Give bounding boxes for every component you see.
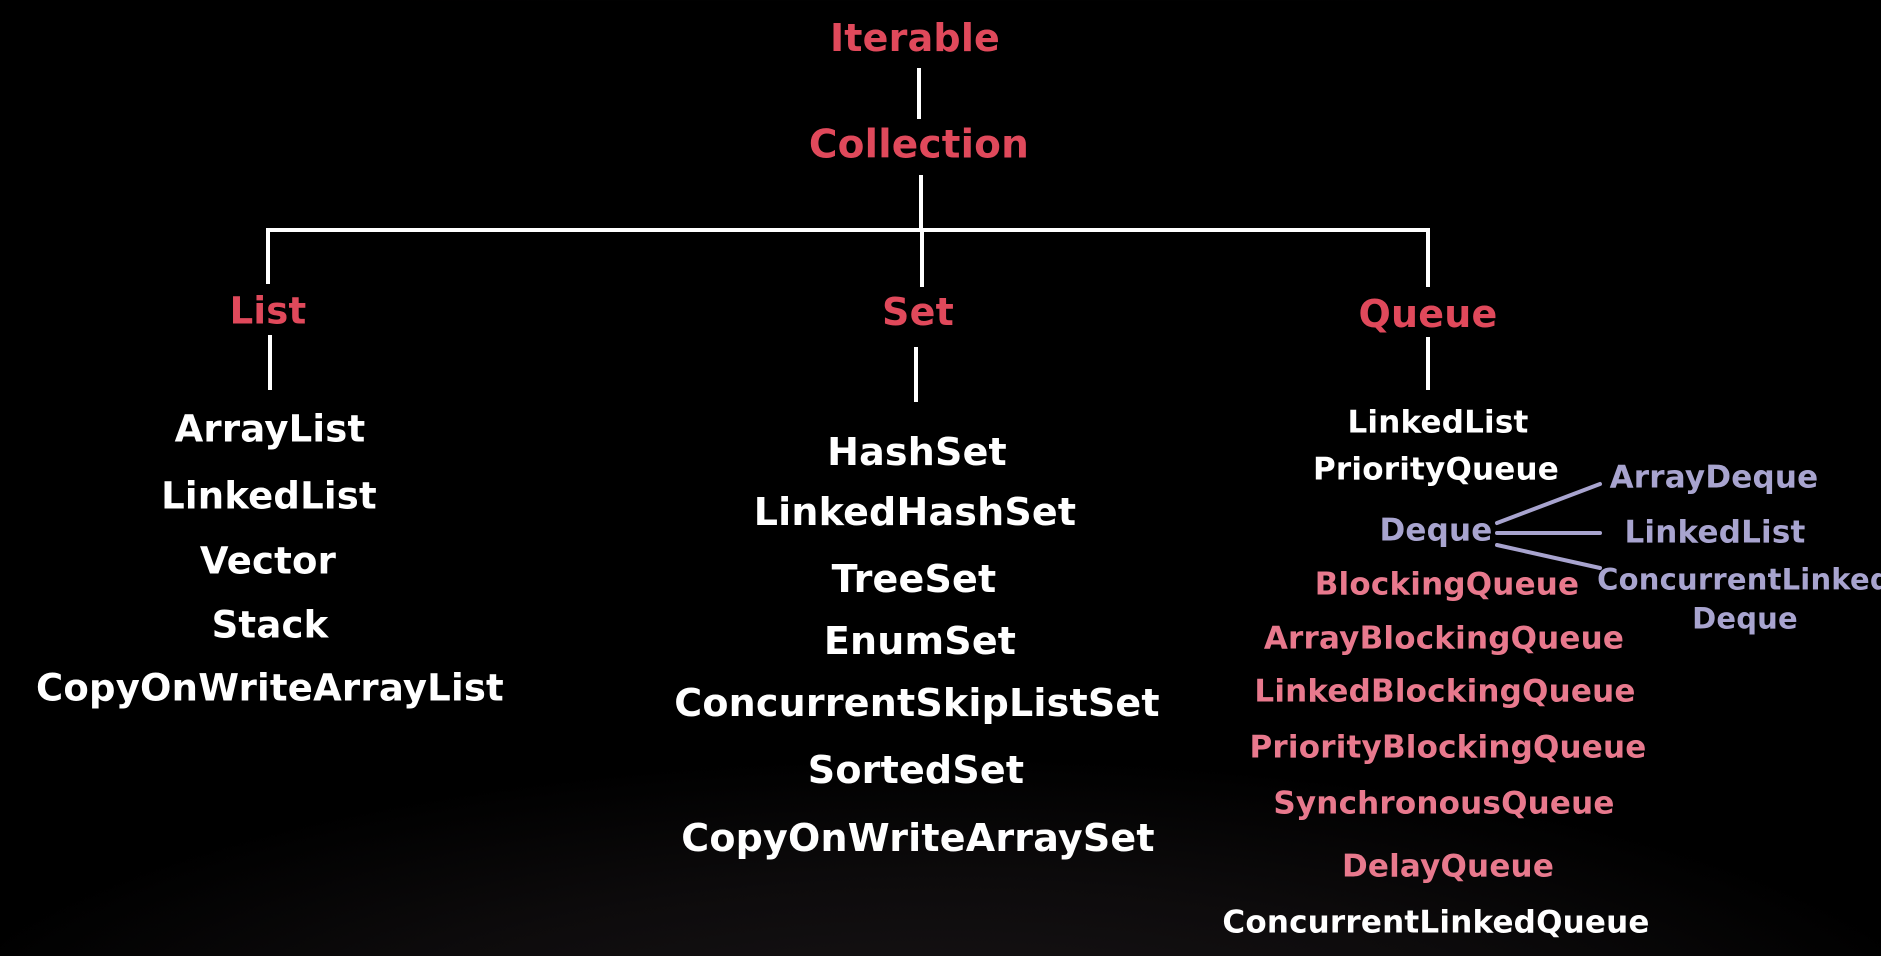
node-iterable: Iterable <box>829 16 1001 60</box>
queue-item-priorityqueue: PriorityQueue <box>1312 451 1560 488</box>
set-item-sortedset: SortedSet <box>807 748 1025 792</box>
set-item-hashset: HashSet <box>827 430 1007 474</box>
list-item-arraylist: ArrayList <box>174 407 366 451</box>
blocking-item-priorityblockingqueue: PriorityBlockingQueue <box>1249 729 1647 766</box>
node-blockingqueue: BlockingQueue <box>1314 566 1580 603</box>
blocking-item-arrayblockingqueue: ArrayBlockingQueue <box>1263 620 1625 657</box>
list-item-stack: Stack <box>211 603 329 647</box>
deque-item-linkedlist: LinkedList <box>1624 514 1806 551</box>
connector-deque-arraydeque <box>1495 482 1602 525</box>
blocking-item-synchronousqueue: SynchronousQueue <box>1273 785 1615 822</box>
set-item-enumset: EnumSet <box>823 619 1017 663</box>
node-collection: Collection <box>808 122 1030 168</box>
node-set: Set <box>882 290 954 334</box>
node-deque: Deque <box>1379 512 1493 549</box>
deque-item-concurrentlinked: ConcurrentLinked <box>1597 562 1881 597</box>
deque-item-arraydeque: ArrayDeque <box>1609 459 1819 496</box>
set-item-treeset: TreeSet <box>831 557 997 601</box>
list-item-vector: Vector <box>199 539 337 583</box>
blocking-item-linkedblockingqueue: LinkedBlockingQueue <box>1254 673 1636 710</box>
connector-deque-concurrentlinked <box>1495 543 1602 570</box>
set-item-copyonwritearrayset: CopyOnWriteArraySet <box>681 816 1155 860</box>
list-item-linkedlist: LinkedList <box>161 474 377 518</box>
set-item-concurrentskiplistset: ConcurrentSkipListSet <box>674 681 1160 725</box>
node-list: List <box>229 289 307 333</box>
deque-item-concurrentlinked-line2: Deque <box>1692 601 1798 636</box>
queue-item-linkedlist: LinkedList <box>1347 404 1529 441</box>
list-item-copyonwritearraylist: CopyOnWriteArrayList <box>36 666 504 710</box>
node-queue: Queue <box>1358 292 1498 336</box>
blocking-item-delayqueue: DelayQueue <box>1341 848 1555 885</box>
queue-item-concurrentlinkedqueue: ConcurrentLinkedQueue <box>1222 904 1650 941</box>
set-item-linkedhashset: LinkedHashSet <box>753 490 1077 534</box>
